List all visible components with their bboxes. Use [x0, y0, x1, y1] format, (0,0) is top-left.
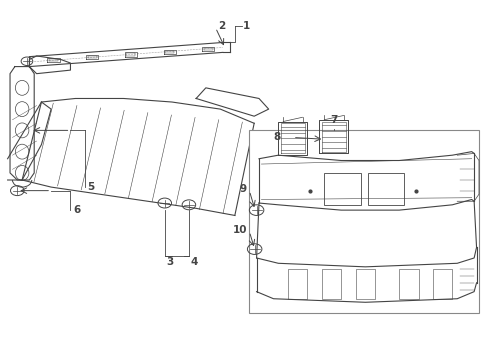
Bar: [367, 173, 403, 205]
Text: 2: 2: [218, 21, 224, 31]
Bar: [321, 269, 341, 299]
Text: 1: 1: [243, 21, 250, 31]
Text: 4: 4: [190, 257, 197, 266]
Bar: [355, 269, 374, 299]
Text: 3: 3: [165, 257, 173, 266]
Bar: [249, 130, 478, 313]
Text: 5: 5: [87, 182, 95, 192]
Bar: [398, 269, 418, 299]
Text: 9: 9: [239, 184, 246, 194]
Text: 8: 8: [273, 132, 280, 142]
Bar: [287, 269, 307, 299]
Text: 10: 10: [232, 225, 246, 235]
Bar: [432, 269, 451, 299]
Bar: [324, 173, 360, 205]
Text: 6: 6: [73, 205, 80, 215]
Text: 7: 7: [329, 115, 337, 125]
